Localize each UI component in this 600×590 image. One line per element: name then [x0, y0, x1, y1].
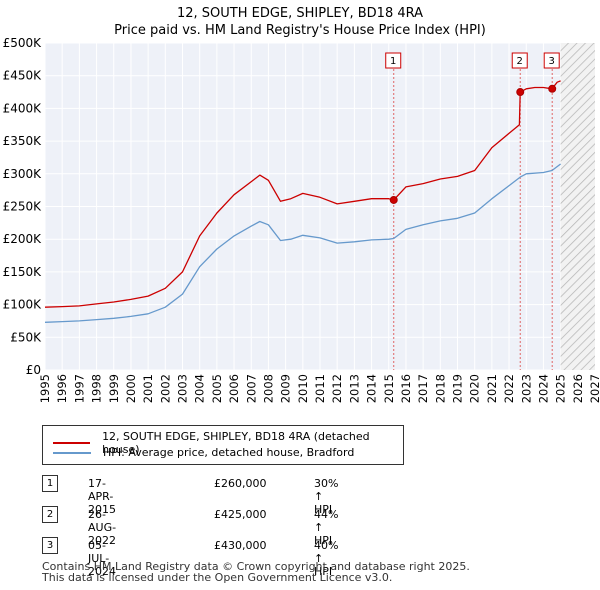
sale-point	[516, 88, 525, 97]
x-tick-label: 2020	[468, 374, 482, 403]
sale-date: 05-JUL-2024	[88, 539, 116, 578]
x-tick-label: 2003	[176, 374, 190, 403]
y-tick-label: £450K	[3, 69, 43, 83]
footer-line-2: This data is licensed under the Open Gov…	[42, 571, 393, 584]
future-hatch-region	[560, 43, 595, 370]
y-tick-label: £300K	[3, 167, 43, 181]
x-tick-label: 2019	[451, 374, 465, 403]
x-tick-label: 2001	[141, 374, 155, 403]
x-tick-label: 2027	[588, 374, 600, 403]
legend-swatch-property	[53, 442, 91, 444]
x-tick-label: 2008	[261, 374, 275, 403]
x-tick-label: 1995	[38, 374, 52, 403]
x-tick-label: 2002	[158, 374, 172, 403]
x-tick-label: 2013	[347, 374, 361, 403]
legend: 12, SOUTH EDGE, SHIPLEY, BD18 4RA (detac…	[42, 425, 404, 465]
footer-attribution: Contains HM Land Registry data © Crown c…	[42, 561, 470, 583]
x-tick-label: 2025	[554, 374, 568, 403]
sale-label-box	[543, 52, 560, 69]
y-tick-label: £0	[26, 363, 41, 377]
x-tick-label: 2015	[382, 374, 396, 403]
y-tick-label: £500K	[3, 36, 43, 50]
x-tick-label: 2022	[502, 374, 516, 403]
sale-number-badge: 3	[42, 537, 58, 554]
x-tick-label: 2021	[485, 374, 499, 403]
sale-date: 17-APR-2015	[88, 477, 116, 516]
x-tick-label: 2006	[227, 374, 241, 403]
sale-label-box	[511, 52, 528, 69]
legend-swatch-hpi	[53, 451, 91, 454]
series-line	[44, 80, 561, 308]
sale-number-badge: 2	[42, 506, 58, 523]
sale-price: £425,000	[214, 508, 267, 521]
x-tick-label: 2004	[193, 374, 207, 403]
y-tick-label: £200K	[3, 232, 43, 246]
legend-label-property: 12, SOUTH EDGE, SHIPLEY, BD18 4RA (detac…	[102, 430, 370, 456]
x-tick-label: 2000	[124, 374, 138, 403]
x-tick-label: 2012	[330, 374, 344, 403]
chart-title: 12, SOUTH EDGE, SHIPLEY, BD18 4RA	[176, 6, 424, 21]
y-tick-label: £350K	[3, 134, 43, 148]
sale-hpi-change: 30% ↑ HPI	[314, 477, 339, 516]
sale-price: £260,000	[214, 477, 267, 490]
price-chart: 1 2 3 £0 £50K £100K £150K £200K £250K £300K £350K £…	[3, 36, 600, 403]
x-tick-label: 2018	[433, 374, 447, 403]
x-tick-label: 2023	[519, 374, 533, 403]
y-tick-label: £150K	[3, 265, 43, 279]
sale-label-text: 3	[549, 56, 555, 67]
x-tick-label: 2024	[536, 374, 550, 403]
x-tick-label: 1998	[90, 374, 104, 403]
sale-label-text: 1	[390, 56, 396, 67]
sale-hpi-change: 44% ↑ HPI	[314, 508, 339, 547]
chart-subtitle: Price paid vs. HM Land Registry's House …	[114, 23, 486, 38]
legend-item-hpi: HPI: Average price, detached house, Brad…	[53, 446, 354, 459]
x-tick-label: 2010	[296, 374, 310, 403]
x-tick-label: 1997	[72, 374, 86, 403]
x-tick-label: 2016	[399, 374, 413, 403]
x-tick-label: 2005	[210, 374, 224, 403]
legend-item-property: 12, SOUTH EDGE, SHIPLEY, BD18 4RA (detac…	[53, 430, 403, 456]
x-tick-label: 2014	[365, 374, 379, 403]
sale-hpi-change: 40% ↑ HPI	[314, 539, 339, 578]
x-tick-label: 2011	[313, 374, 327, 403]
x-tick-label: 2007	[244, 374, 258, 403]
sale-point	[548, 84, 557, 93]
y-tick-label: £400K	[3, 101, 43, 115]
y-tick-label: £100K	[3, 298, 43, 312]
x-tick-label: 2017	[416, 374, 430, 403]
sale-price: £430,000	[214, 539, 267, 552]
legend-label-hpi: HPI: Average price, detached house, Brad…	[103, 446, 355, 459]
x-tick-label: 1996	[55, 374, 69, 403]
sale-label-text: 2	[517, 56, 523, 67]
x-tick-label: 2009	[279, 374, 293, 403]
footer-line-1: Contains HM Land Registry data © Crown c…	[42, 560, 470, 573]
sale-number-badge: 1	[42, 475, 58, 492]
x-tick-label: 2026	[571, 374, 585, 403]
series-line	[44, 163, 561, 323]
sale-point	[389, 195, 398, 204]
y-tick-label: £250K	[3, 200, 43, 214]
sale-date: 26-AUG-2022	[88, 508, 117, 547]
x-tick-label: 1999	[107, 374, 121, 403]
sale-label-box	[385, 52, 402, 69]
y-tick-label: £50K	[10, 330, 42, 344]
